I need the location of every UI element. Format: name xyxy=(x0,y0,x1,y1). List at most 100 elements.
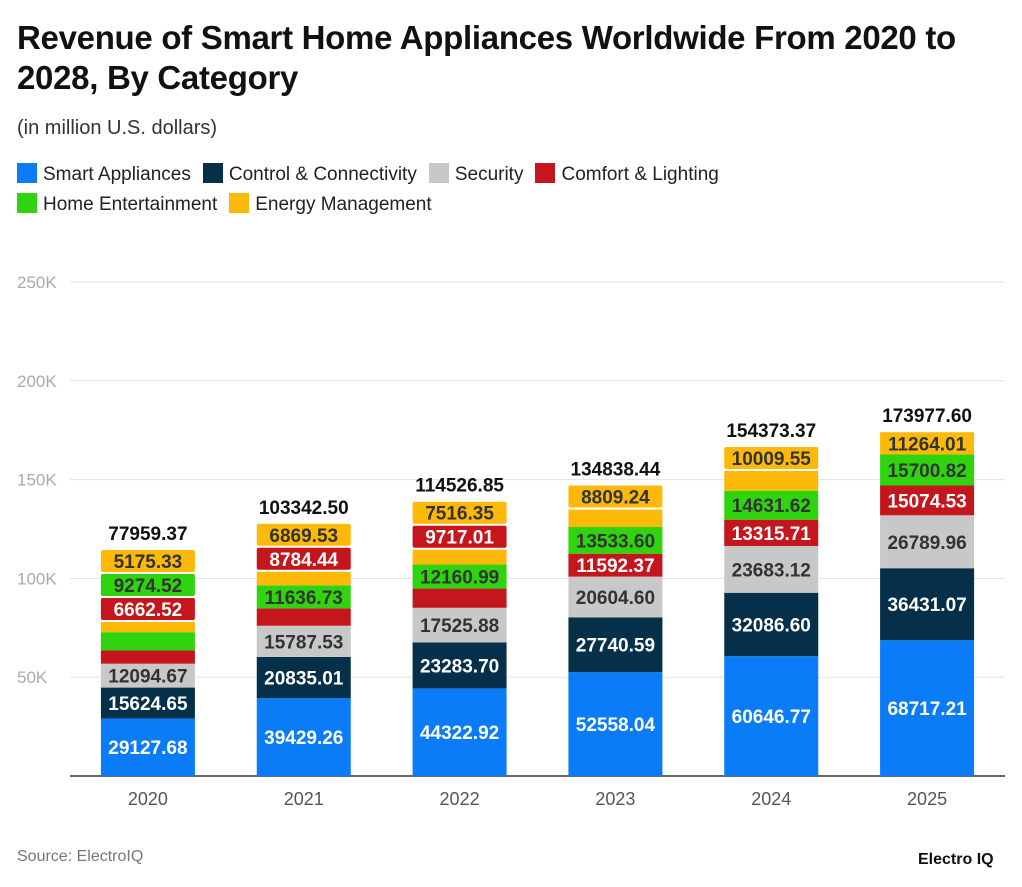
bar-segment xyxy=(256,571,351,586)
bar-segment xyxy=(100,718,195,776)
legend-swatch xyxy=(202,163,223,183)
data-label: 11264.01 xyxy=(888,434,967,455)
bar-segment xyxy=(412,564,507,589)
data-label: 12160.99 xyxy=(420,568,499,589)
data-label: 39429.26 xyxy=(264,728,343,749)
legend-swatch xyxy=(229,193,250,213)
bar-segment xyxy=(880,568,975,641)
data-label-chip xyxy=(724,446,819,469)
bar-segment xyxy=(568,672,663,776)
data-label: 9717.01 xyxy=(425,528,494,549)
bar-segment xyxy=(100,621,195,633)
data-label-chip xyxy=(100,549,195,572)
data-label: 15074.53 xyxy=(887,491,966,512)
bar-segment xyxy=(412,607,507,643)
x-tick-label: 2025 xyxy=(907,789,947,809)
legend-label: Security xyxy=(454,164,524,185)
bar-segment xyxy=(412,549,507,565)
data-label: 10009.55 xyxy=(732,449,812,470)
y-tick-label: 200K xyxy=(17,372,57,391)
bar-segment xyxy=(256,625,351,657)
bar-segment xyxy=(880,515,975,569)
bar-segment xyxy=(880,454,975,486)
data-label: 13533.60 xyxy=(576,531,655,552)
y-tick-label: 100K xyxy=(17,569,57,588)
bar-segment xyxy=(412,642,507,689)
data-label: 11592.37 xyxy=(576,556,654,577)
data-label: 9274.52 xyxy=(114,576,183,597)
data-label-chip xyxy=(568,485,663,508)
data-label: 15787.53 xyxy=(264,632,343,653)
y-tick-label: 250K xyxy=(17,273,57,292)
data-label: 5175.33 xyxy=(114,552,183,573)
total-label: 77959.37 xyxy=(108,524,187,545)
legend-item: Energy Management xyxy=(229,190,432,220)
data-label: 6869.53 xyxy=(269,526,338,547)
bar-segment xyxy=(724,656,819,776)
data-label: 20604.60 xyxy=(576,588,655,609)
data-label-chip xyxy=(412,501,507,524)
bar-segment xyxy=(256,656,351,699)
bar-segment xyxy=(256,608,351,626)
chart-subtitle: (in million U.S. dollars) xyxy=(17,117,218,139)
data-label: 12094.67 xyxy=(108,667,187,688)
data-label: 15624.65 xyxy=(108,694,188,715)
total-label: 114526.85 xyxy=(415,476,504,497)
bar-segment xyxy=(880,485,975,516)
bar-segment xyxy=(568,617,663,673)
bar-segment xyxy=(100,650,195,664)
legend-item: Control & Connectivity xyxy=(202,160,417,190)
data-label: 32086.60 xyxy=(732,615,811,636)
data-label-chip xyxy=(100,573,195,596)
data-label: 27740.59 xyxy=(576,636,655,657)
bar-segment xyxy=(100,632,195,651)
legend-item: Smart Appliances xyxy=(17,160,191,190)
chart-title: Revenue of Smart Home Appliances Worldwi… xyxy=(17,19,956,96)
data-label-chip xyxy=(256,547,351,570)
legend-label: Control & Connectivity xyxy=(228,164,417,185)
bar-segment xyxy=(256,585,351,609)
data-label: 13315.71 xyxy=(732,524,812,545)
data-label: 29127.68 xyxy=(108,738,187,759)
data-label-chip xyxy=(100,597,195,620)
bar-segment xyxy=(568,576,663,618)
legend-swatch xyxy=(17,163,37,183)
bar-segment xyxy=(724,470,819,491)
total-label: 103342.50 xyxy=(259,498,349,519)
y-tick-label: 150K xyxy=(17,471,57,490)
bar-segment xyxy=(568,526,663,554)
bar-segment xyxy=(100,663,195,688)
data-label: 8784.44 xyxy=(269,550,338,571)
bar-segment xyxy=(100,687,195,719)
data-label: 26789.96 xyxy=(887,533,966,554)
data-label: 36431.07 xyxy=(887,595,966,616)
x-tick-label: 2021 xyxy=(284,789,324,809)
electro-iq-logo: Electro IQ xyxy=(918,851,994,868)
data-label: 6662.52 xyxy=(114,600,183,621)
data-label: 17525.88 xyxy=(420,616,499,637)
data-label: 14631.62 xyxy=(732,496,811,517)
data-label: 7516.35 xyxy=(425,504,494,525)
legend-item: Comfort & Lighting xyxy=(535,160,719,190)
x-tick-label: 2022 xyxy=(440,789,480,809)
legend: Smart Appliances Control & Connectivity Se… xyxy=(17,160,917,220)
bar-segment xyxy=(724,519,819,546)
legend-item: Security xyxy=(428,160,524,190)
bar-segment xyxy=(724,490,819,520)
bar-segment xyxy=(412,588,507,608)
y-tick-label: 50K xyxy=(17,668,48,687)
bar-segment xyxy=(724,545,819,593)
data-label: 8809.24 xyxy=(581,488,650,509)
bar-segment xyxy=(880,640,975,776)
legend-item: Home Entertainment xyxy=(17,190,217,220)
total-label: 173977.60 xyxy=(882,406,972,427)
legend-label: Home Entertainment xyxy=(43,194,218,215)
bar-segment xyxy=(880,432,975,455)
data-label: 60646.77 xyxy=(732,707,811,728)
bar-segment xyxy=(568,509,663,527)
legend-label: Comfort & Lighting xyxy=(561,164,719,185)
data-label: 15700.82 xyxy=(887,461,966,482)
legend-swatch xyxy=(535,163,556,183)
bar-segment xyxy=(568,553,663,577)
